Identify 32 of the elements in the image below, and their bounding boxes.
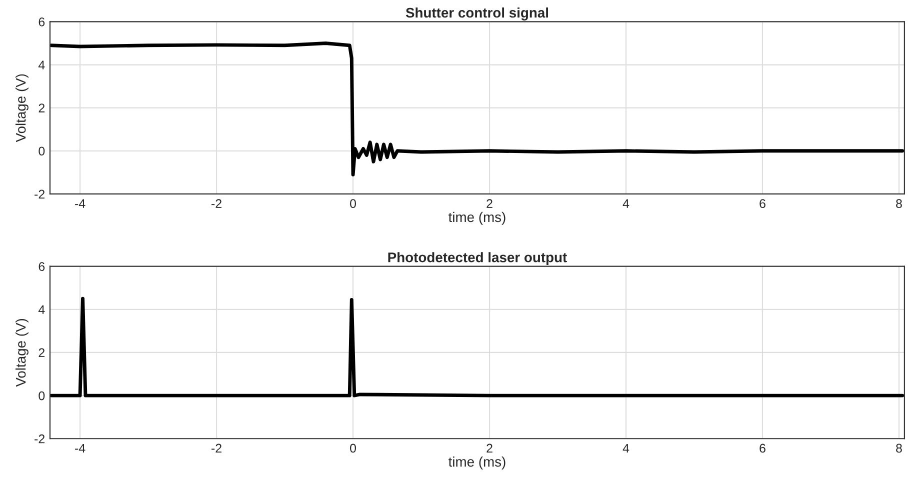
- y-tick-label: 6: [38, 17, 45, 26]
- x-tick-label: 4: [622, 199, 630, 208]
- y-axis-title: Voltage (V): [16, 74, 28, 142]
- y-tick-label: 2: [38, 104, 45, 112]
- line-series: [50, 296, 904, 398]
- x-tick-label: 2: [486, 444, 492, 453]
- y-tick-label: -2: [34, 190, 45, 199]
- x-tick-label: 4: [622, 444, 630, 453]
- chart-title: Shutter control signal: [406, 7, 548, 20]
- y-tick-label: 0: [38, 391, 45, 400]
- x-tick-label: 6: [760, 444, 766, 453]
- x-tick-label: 8: [896, 199, 902, 208]
- chart-title: Photodetected laser output: [388, 252, 567, 266]
- line-series: [50, 41, 904, 176]
- x-tick-label: 8: [896, 444, 902, 453]
- x-tick-label: 0: [350, 444, 356, 453]
- y-tick-label: 6: [38, 262, 45, 271]
- x-tick-label: -2: [212, 444, 222, 453]
- y-tick-label: 0: [38, 146, 45, 156]
- x-tick-label: 0: [350, 199, 356, 208]
- x-axis-title: time (ms): [448, 456, 506, 470]
- x-tick-label: -4: [75, 199, 86, 208]
- y-axis-title: Voltage (V): [16, 318, 28, 387]
- y-tick-label: 4: [38, 60, 45, 70]
- y-tick-label: -2: [34, 434, 45, 444]
- x-tick-label: -4: [75, 444, 86, 453]
- y-tick-label: 4: [38, 305, 45, 314]
- x-tick-label: 2: [486, 199, 492, 208]
- y-tick-label: 2: [38, 348, 45, 358]
- x-tick-label: -2: [212, 199, 222, 208]
- x-axis-title: time (ms): [448, 212, 506, 225]
- x-tick-label: 6: [760, 199, 766, 208]
